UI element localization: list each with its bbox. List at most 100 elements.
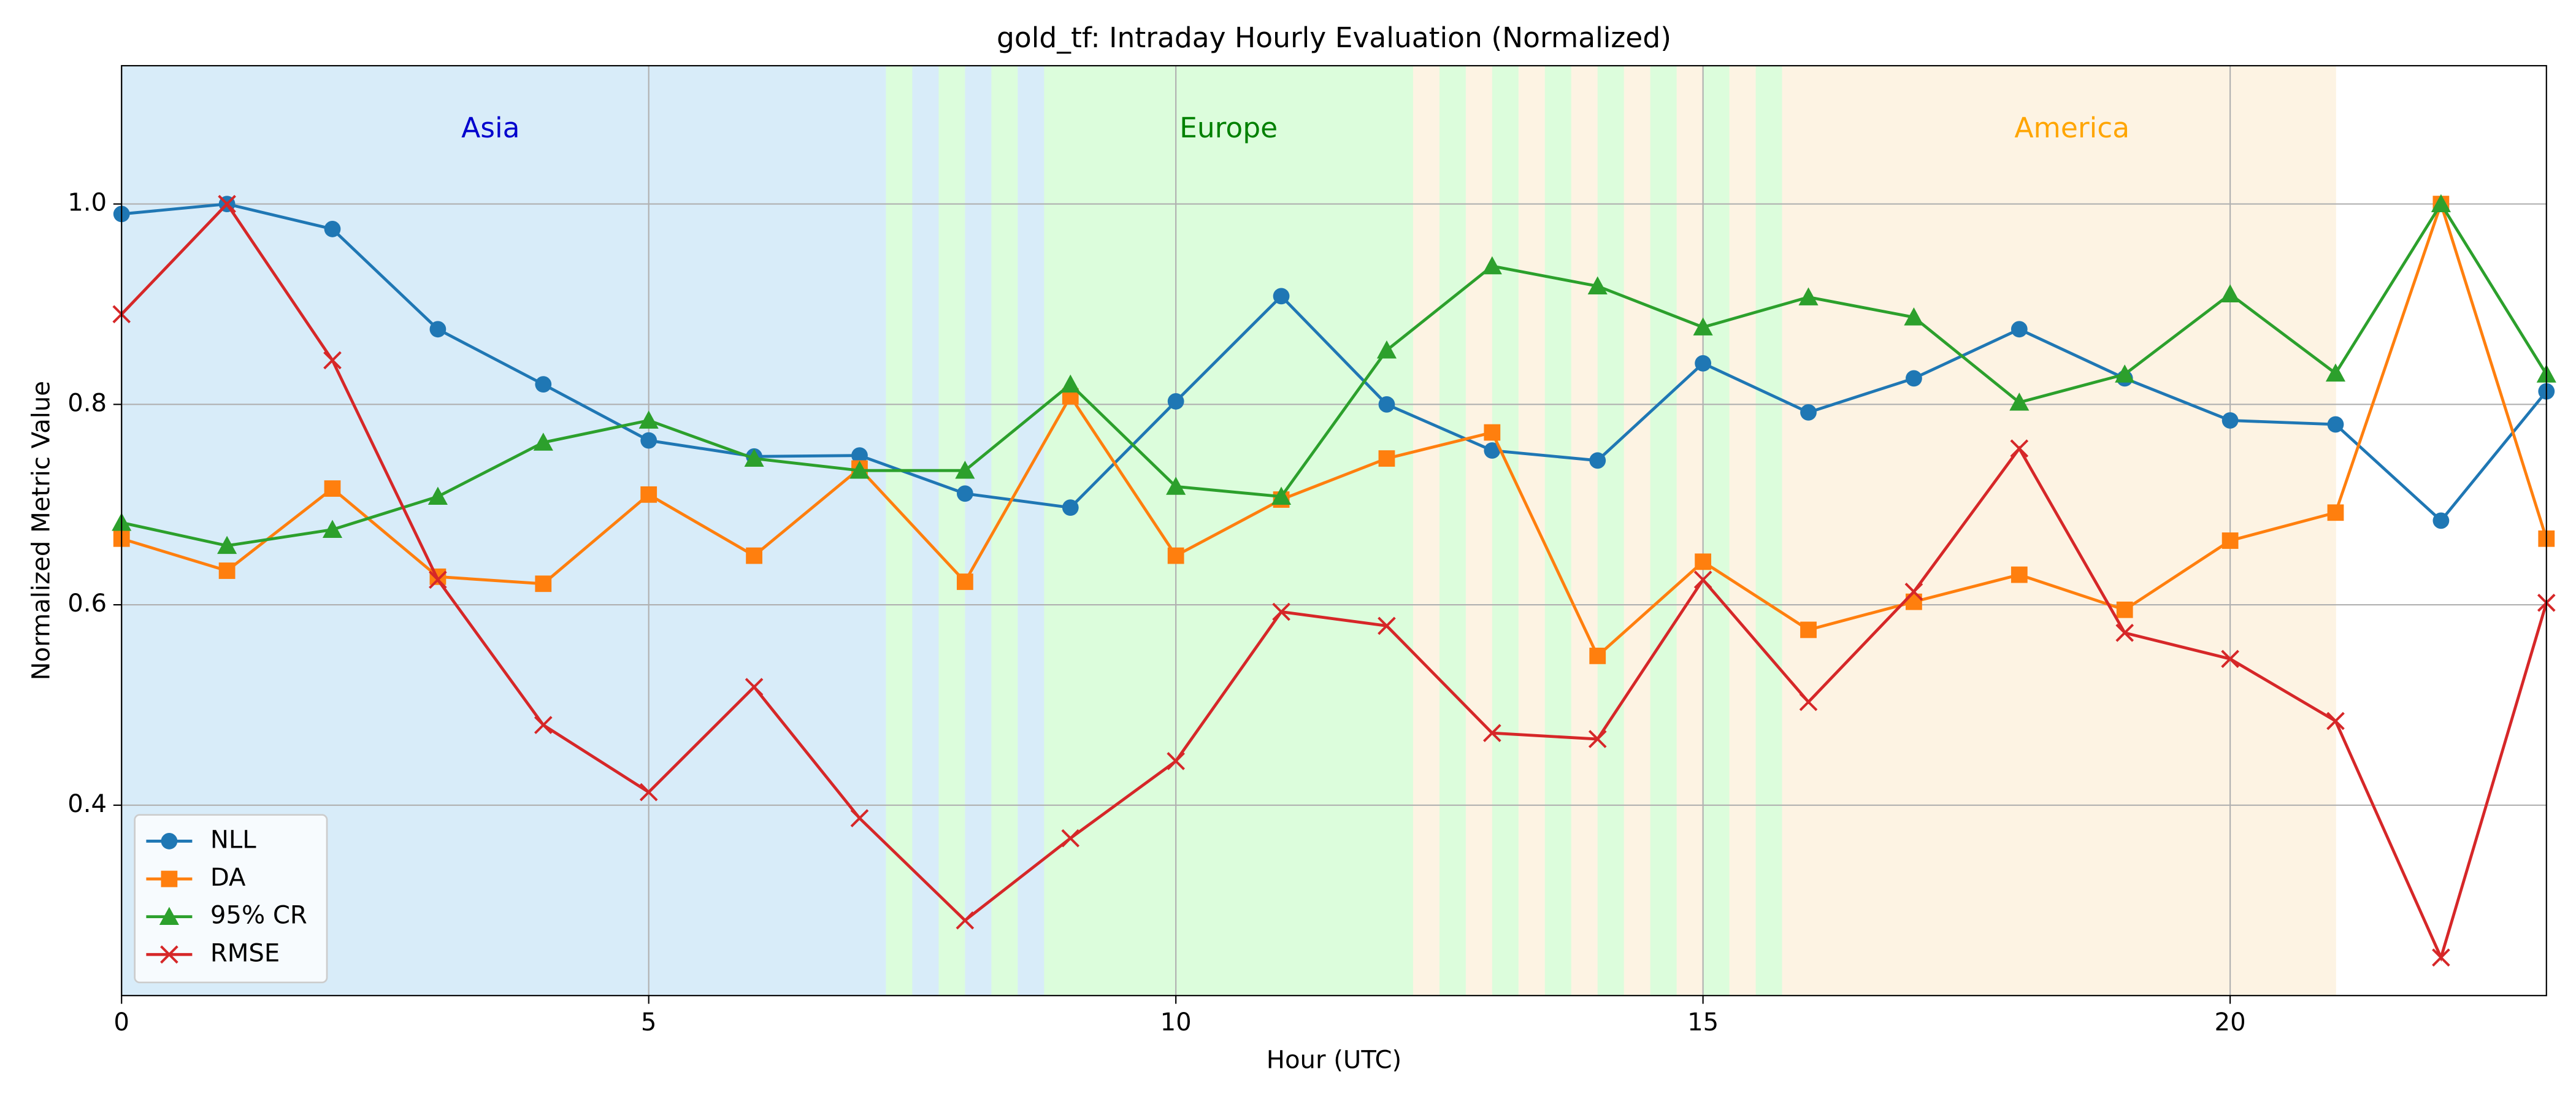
series-line [121,199,2548,659]
region-band [1755,66,1783,996]
region-band [622,66,650,996]
series-line [121,202,2548,523]
marker [324,480,341,497]
region-band [1518,66,1546,996]
marker [217,535,237,554]
x-axis-label: Hour (UTC) [1267,1046,1401,1074]
marker [1589,452,1606,469]
region-band [1914,66,1941,996]
region-band [1597,66,1625,996]
region-band [1439,66,1466,996]
region-band [1834,66,1862,996]
region-band [1703,66,1730,996]
region-band [516,66,544,996]
marker [2221,412,2239,429]
marker [2432,948,2450,967]
region-band [1386,66,1414,996]
region-band [701,66,729,996]
marker [1376,340,1397,359]
region-band [1149,66,1176,996]
legend-label: DA [210,864,246,892]
region-band [1413,66,1440,996]
marker [1483,724,1501,742]
region-band [1255,66,1282,996]
marker [745,678,764,696]
region-band [2019,66,2047,996]
legend-label: 95% CR [210,902,307,930]
marker [1484,424,1501,441]
y-tick-label: 0.4 [67,790,107,818]
marker [1484,442,1501,459]
marker [1061,829,1080,848]
region-band [754,66,781,996]
marker [1062,499,1079,516]
region-band [1360,66,1387,996]
region-band [1940,66,1968,996]
marker [2326,711,2345,730]
region-band [991,66,1019,996]
region-band [1334,66,1361,996]
y-axis-label: Normalized Metric Value [28,381,56,680]
region-band [464,66,491,996]
marker [956,485,973,502]
region-band [1782,66,1809,996]
region-band [1070,66,1098,996]
marker [2325,363,2346,382]
marker [2116,601,2133,618]
region-band [648,66,676,996]
region-band [437,66,465,996]
marker [1799,692,1818,711]
series-line [121,201,2548,548]
plot-series [112,194,2556,967]
marker [1378,616,1396,635]
region-band [1544,66,1572,996]
marker [1587,276,1608,294]
marker [956,573,973,590]
marker [640,486,657,503]
x-tick-label: 0 [113,1008,129,1037]
region-band [2098,66,2126,996]
region-band [490,66,518,996]
marker [1482,256,1502,275]
region-band [1993,66,2020,996]
region-band [1623,66,1651,996]
marker [1904,583,1923,601]
marker [2115,364,2135,383]
marker [2009,392,2030,411]
marker [744,448,764,467]
region-band [1650,66,1677,996]
marker [322,519,343,538]
marker [429,570,447,589]
marker [2220,284,2241,303]
region-band [833,66,861,996]
marker [1904,307,1924,326]
marker [1695,355,1712,372]
region-band [1465,66,1493,996]
marker [218,562,236,579]
marker [639,783,658,802]
marker [160,945,178,964]
marker [1166,477,1186,495]
region-band [1176,66,1203,996]
marker [159,907,179,926]
x-tick-label: 10 [1160,1008,1192,1037]
marker [1271,486,1292,505]
region-band [1123,66,1150,996]
region-band [2045,66,2073,996]
region-band [675,66,702,996]
marker [1906,370,1922,387]
marker [2221,650,2239,669]
region-band [1729,66,1757,996]
region-label: America [2014,112,2129,144]
region-band [2309,66,2336,996]
legend-label: NLL [210,826,256,854]
region-band [1018,66,1045,996]
marker [2432,512,2450,529]
marker [2115,624,2134,642]
marker [2221,532,2239,549]
marker [533,432,553,451]
region-band [2230,66,2257,996]
x-tick-label: 5 [641,1008,657,1037]
marker [2327,504,2344,521]
marker [1798,287,1819,305]
